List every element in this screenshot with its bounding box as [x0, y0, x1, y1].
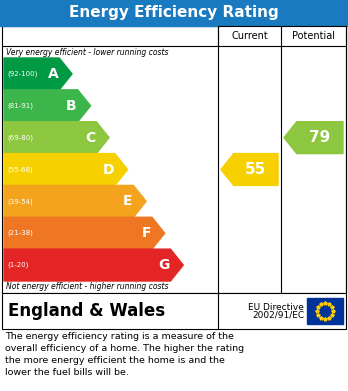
Text: B: B: [66, 99, 77, 113]
Bar: [218, 26, 346, 46]
Text: England & Wales: England & Wales: [8, 302, 165, 320]
Text: (1-20): (1-20): [7, 262, 29, 268]
Polygon shape: [4, 90, 90, 122]
Text: (55-68): (55-68): [7, 166, 33, 173]
Polygon shape: [221, 154, 278, 185]
Bar: [2, 293, 346, 329]
Text: G: G: [158, 258, 169, 272]
Text: (69-80): (69-80): [7, 135, 33, 141]
Text: 55: 55: [245, 162, 267, 177]
Polygon shape: [4, 154, 128, 185]
Polygon shape: [4, 58, 72, 90]
Text: EU Directive: EU Directive: [248, 303, 304, 312]
Text: 79: 79: [309, 130, 331, 145]
Text: E: E: [123, 194, 132, 208]
Text: A: A: [47, 67, 58, 81]
Text: Energy Efficiency Rating: Energy Efficiency Rating: [69, 5, 279, 20]
Bar: [2, 26, 346, 293]
Text: (92-100): (92-100): [7, 71, 37, 77]
Bar: [0, 0, 348, 26]
Text: The energy efficiency rating is a measure of the
overall efficiency of a home. T: The energy efficiency rating is a measur…: [5, 332, 244, 377]
Text: C: C: [85, 131, 95, 145]
Polygon shape: [4, 217, 165, 249]
Bar: [307, 298, 343, 324]
Text: Current: Current: [231, 31, 268, 41]
Text: (21-38): (21-38): [7, 230, 33, 237]
Text: (39-54): (39-54): [7, 198, 33, 204]
Text: Very energy efficient - lower running costs: Very energy efficient - lower running co…: [6, 48, 168, 57]
Text: F: F: [141, 226, 151, 240]
Polygon shape: [4, 122, 109, 154]
Text: D: D: [102, 163, 114, 176]
Polygon shape: [4, 185, 146, 217]
Text: Potential: Potential: [292, 31, 335, 41]
Text: 2002/91/EC: 2002/91/EC: [252, 310, 304, 319]
Polygon shape: [4, 249, 183, 281]
Text: (81-91): (81-91): [7, 102, 33, 109]
Polygon shape: [284, 122, 343, 154]
Text: Not energy efficient - higher running costs: Not energy efficient - higher running co…: [6, 282, 168, 291]
